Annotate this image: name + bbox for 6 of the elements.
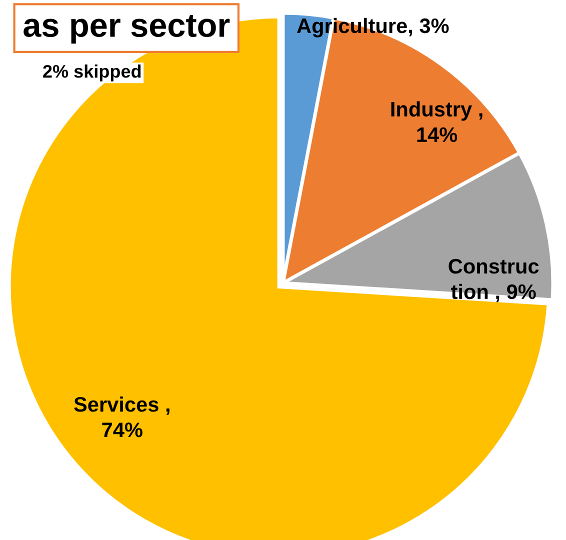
chart-title: as per sector [24,14,230,44]
slice-label: Agriculture, 3% [297,18,449,38]
slice-label: Construc tion , 9% [448,258,539,302]
text: 2% skipped [43,64,141,82]
slice-label: Industry , 14% [391,101,482,142]
slice-label: Services , 74% [74,396,170,438]
